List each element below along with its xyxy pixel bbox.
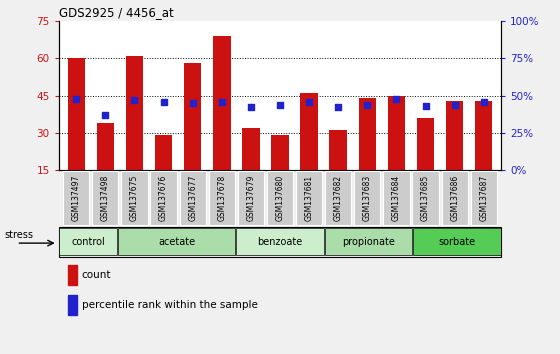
Text: GSM137684: GSM137684 (392, 175, 401, 221)
Point (421, 103, 430, 109)
Text: GDS2925 / 4456_at: GDS2925 / 4456_at (59, 6, 174, 19)
FancyBboxPatch shape (63, 171, 90, 225)
FancyBboxPatch shape (296, 171, 322, 225)
Bar (68, 295, 77, 315)
Text: propionate: propionate (342, 236, 395, 247)
FancyBboxPatch shape (122, 171, 148, 225)
Text: GSM137686: GSM137686 (450, 175, 459, 221)
Point (305, 99, 314, 104)
Bar (329, 130, 347, 170)
Text: GSM137685: GSM137685 (421, 175, 430, 221)
Point (101, 112, 110, 118)
Point (334, 105, 343, 110)
FancyBboxPatch shape (267, 171, 293, 225)
Bar (97, 123, 114, 170)
Bar (242, 128, 260, 170)
Bar (475, 101, 492, 170)
Point (159, 99, 168, 104)
Bar (184, 63, 202, 170)
Bar (59, 228, 117, 255)
Point (479, 99, 488, 104)
FancyBboxPatch shape (238, 171, 264, 225)
FancyBboxPatch shape (325, 171, 351, 225)
Text: sorbate: sorbate (438, 236, 475, 247)
Point (363, 102, 372, 107)
Bar (388, 96, 405, 170)
Text: GSM137683: GSM137683 (363, 175, 372, 221)
Text: GSM137679: GSM137679 (246, 175, 255, 222)
FancyBboxPatch shape (151, 171, 176, 225)
Text: percentile rank within the sample: percentile rank within the sample (82, 300, 258, 310)
Bar (325, 228, 412, 255)
Bar (68, 265, 77, 285)
FancyBboxPatch shape (180, 171, 206, 225)
Text: GSM137676: GSM137676 (159, 175, 168, 222)
Point (130, 97, 139, 103)
Point (246, 105, 255, 110)
Bar (155, 135, 172, 170)
Point (392, 96, 401, 101)
Text: acetate: acetate (158, 236, 195, 247)
Text: GSM137677: GSM137677 (188, 175, 197, 222)
Text: benzoate: benzoate (258, 236, 302, 247)
Point (450, 102, 459, 107)
Text: count: count (82, 270, 111, 280)
Bar (118, 228, 235, 255)
FancyBboxPatch shape (384, 171, 409, 225)
FancyBboxPatch shape (412, 171, 438, 225)
Bar (446, 101, 463, 170)
Text: GSM137680: GSM137680 (276, 175, 284, 221)
FancyBboxPatch shape (209, 171, 235, 225)
Bar (126, 56, 143, 170)
Bar (68, 58, 85, 170)
FancyBboxPatch shape (470, 171, 497, 225)
Point (188, 100, 197, 106)
Point (276, 102, 284, 107)
Bar (236, 228, 324, 255)
Text: stress: stress (4, 230, 34, 240)
Text: GSM137497: GSM137497 (72, 175, 81, 222)
Bar (271, 135, 289, 170)
Text: GSM137682: GSM137682 (334, 175, 343, 221)
Text: GSM137687: GSM137687 (479, 175, 488, 221)
Point (72, 96, 81, 101)
Text: GSM137681: GSM137681 (305, 175, 314, 221)
Bar (300, 93, 318, 170)
Bar (413, 228, 501, 255)
FancyBboxPatch shape (441, 171, 468, 225)
Bar (358, 98, 376, 170)
Text: GSM137675: GSM137675 (130, 175, 139, 222)
Text: GSM137498: GSM137498 (101, 175, 110, 221)
FancyBboxPatch shape (354, 171, 380, 225)
Text: GSM137678: GSM137678 (217, 175, 226, 221)
Text: control: control (72, 236, 105, 247)
FancyBboxPatch shape (92, 171, 119, 225)
Bar (213, 36, 231, 170)
Point (217, 99, 226, 104)
Bar (417, 118, 434, 170)
